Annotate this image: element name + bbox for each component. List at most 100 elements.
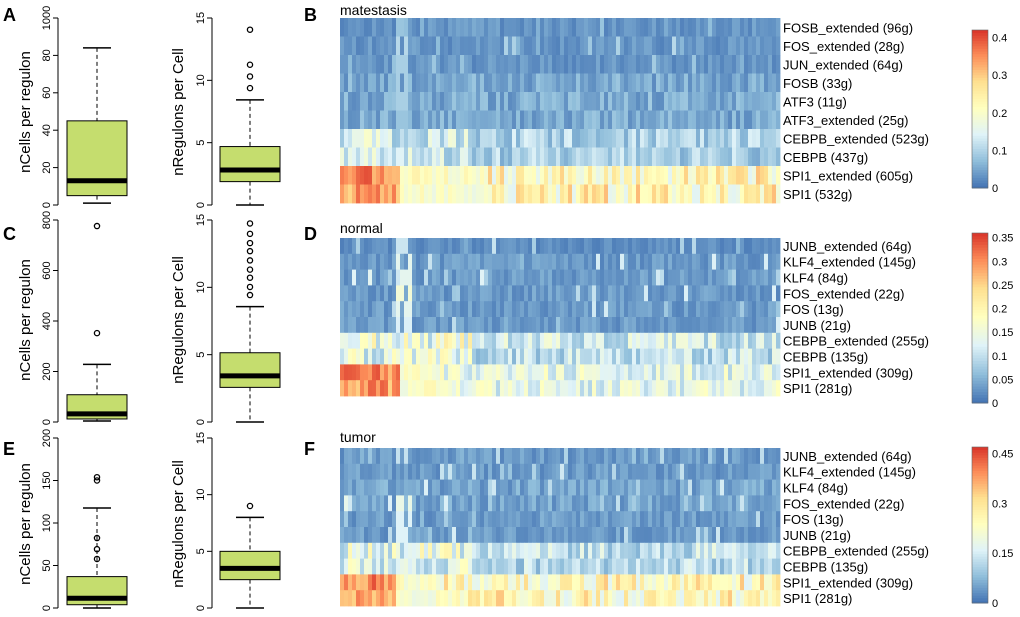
heatmap-cell (388, 184, 393, 204)
heatmap-cell (580, 332, 585, 349)
heatmap-cell (624, 317, 629, 334)
heatmap-cell (416, 463, 421, 480)
heatmap-cell (756, 184, 761, 204)
heatmap-cell (460, 380, 465, 397)
heatmap-cell (480, 73, 485, 93)
heatmap-cell (556, 332, 561, 349)
heatmap-cell (420, 590, 425, 607)
heatmap-cell (408, 184, 413, 204)
heatmap-cell (408, 527, 413, 544)
outlier-point (246, 84, 254, 92)
heatmap-cell (576, 238, 581, 255)
heatmap-cell (652, 301, 657, 318)
heatmap-cell (500, 110, 505, 130)
heatmap-cell (468, 542, 473, 559)
heatmap-cell (652, 18, 657, 37)
heatmap-cell (692, 92, 697, 111)
heatmap-cell (748, 166, 753, 185)
heatmap-f-title: tumor (340, 429, 376, 445)
heatmap-cell (444, 129, 449, 148)
heatmap-cell (608, 364, 613, 381)
heatmap-cell (432, 147, 437, 167)
heatmap-cell (732, 527, 737, 544)
heatmap-cell (660, 166, 665, 185)
heatmap-cell (436, 463, 441, 480)
heatmap-cell (700, 364, 705, 381)
heatmap-cell (348, 479, 353, 496)
colorbar-segment (972, 48, 988, 52)
heatmap-cell (348, 73, 353, 93)
heatmap-cell (536, 129, 541, 148)
heatmap-cell (620, 527, 625, 544)
heatmap-cell (528, 166, 533, 185)
heatmap-cell (480, 253, 485, 270)
heatmap-cell (748, 527, 753, 544)
heatmap-cell (652, 317, 657, 334)
heatmap-cell (516, 590, 521, 607)
heatmap-cell (472, 558, 477, 575)
heatmap-cell (732, 18, 737, 37)
heatmap-cell (340, 166, 345, 185)
heatmap-cell (520, 364, 525, 381)
outlier-point (246, 247, 254, 255)
heatmap-cell (572, 317, 577, 334)
heatmap-cell (384, 317, 389, 334)
heatmap-cell (716, 332, 721, 349)
heatmap-cell (608, 253, 613, 270)
heatmap-cell (456, 527, 461, 544)
heatmap-cell (748, 285, 753, 302)
heatmap-cell (440, 527, 445, 544)
heatmap-cell (496, 364, 501, 381)
heatmap-cell (584, 147, 589, 167)
heatmap-cell (736, 511, 741, 528)
heatmap-cell (520, 574, 525, 591)
heatmap-cell (628, 285, 633, 302)
heatmap-cell (576, 147, 581, 167)
heatmap-cell (500, 147, 505, 167)
heatmap-cell (400, 479, 405, 496)
heatmap-cell (576, 166, 581, 185)
heatmap-cell (720, 166, 725, 185)
heatmap-cell (712, 348, 717, 365)
heatmap-cell (592, 558, 597, 575)
heatmap-cell (704, 301, 709, 318)
heatmap-cell (684, 364, 689, 381)
heatmap-cell (412, 348, 417, 365)
heatmap-cell (676, 542, 681, 559)
heatmap-cell (432, 110, 437, 130)
heatmap-cell (648, 129, 653, 148)
heatmap-cell (632, 574, 637, 591)
heatmap-cell (620, 166, 625, 185)
heatmap-cell (376, 542, 381, 559)
heatmap-cell (704, 110, 709, 130)
heatmap-cell (428, 269, 433, 286)
heatmap-cell (568, 332, 573, 349)
heatmap-cell (412, 55, 417, 74)
heatmap-cell (676, 511, 681, 528)
heatmap-cell (708, 380, 713, 397)
heatmap-cell (724, 92, 729, 111)
heatmap-cell (740, 463, 745, 480)
heatmap-cell (516, 238, 521, 255)
heatmap-cell (740, 184, 745, 204)
heatmap-cell (408, 574, 413, 591)
heatmap-cell (724, 590, 729, 607)
heatmap-cell (432, 36, 437, 56)
heatmap-cell (668, 73, 673, 93)
heatmap-cell (560, 527, 565, 544)
heatmap-cell (768, 253, 773, 270)
heatmap-cell (448, 301, 453, 318)
heatmap-cell (368, 55, 373, 74)
heatmap-cell (664, 129, 669, 148)
heatmap-cell (368, 348, 373, 365)
heatmap-cell (676, 495, 681, 512)
heatmap-cell (356, 380, 361, 397)
heatmap-cell (492, 364, 497, 381)
heatmap-cell (620, 511, 625, 528)
heatmap-cell (388, 73, 393, 93)
heatmap-cell (444, 527, 449, 544)
heatmap-cell (424, 348, 429, 365)
heatmap-cell (660, 269, 665, 286)
heatmap-cell (728, 18, 733, 37)
heatmap-cell (476, 348, 481, 365)
